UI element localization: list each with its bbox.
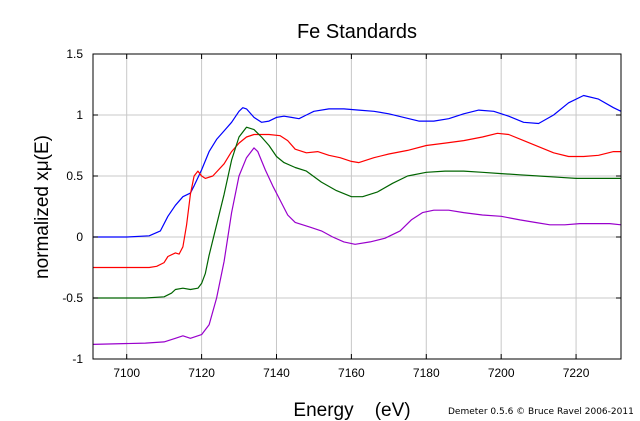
x-tick-label: 7140 [263, 366, 290, 380]
series-line-2 [93, 132, 621, 269]
x-tick-label: 7120 [188, 366, 215, 380]
y-tick-label: 1 [76, 108, 83, 122]
y-tick-label: -0.5 [62, 291, 83, 305]
x-tick-label: 7200 [488, 366, 515, 380]
y-tick-label: 1.5 [66, 47, 83, 61]
x-tick-label: 7180 [413, 366, 440, 380]
chart-title: Fe Standards [297, 21, 417, 43]
ticks: 7100 7120 7140 7160 7180 7200 7220 -1 -0.5 0 0.5 1 1… [62, 47, 621, 380]
grid [93, 53, 621, 360]
plot-frame [92, 53, 622, 360]
series-line-3 [93, 126, 621, 299]
x-tick-label: 7100 [113, 366, 140, 380]
y-tick-label: 0 [76, 230, 83, 244]
y-tick-label: -1 [72, 352, 83, 366]
y-tick-label: 0.5 [66, 169, 83, 183]
x-tick-label: 7220 [563, 366, 590, 380]
x-axis-title: Energy (eV) [293, 400, 410, 421]
series-line-4 [92, 147, 622, 345]
credit-text: Demeter 0.5.6 © Bruce Ravel 2006-2011 [448, 407, 634, 417]
series-layer [92, 94, 622, 345]
series-line-1 [93, 94, 622, 238]
y-axis-title: normalized xμ(E) [32, 135, 53, 279]
x-tick-label: 7160 [338, 366, 365, 380]
